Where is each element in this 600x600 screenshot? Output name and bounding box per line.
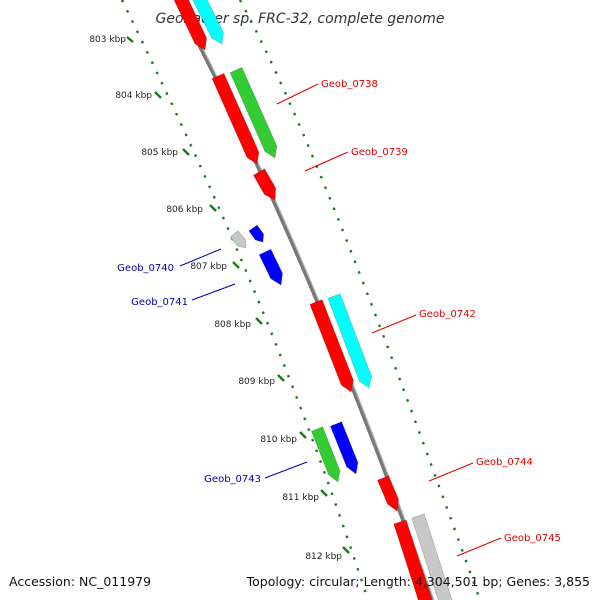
gene-label-geob-0742: Geob_0742 xyxy=(419,309,476,320)
tick-label: 808 kbp xyxy=(214,320,251,330)
callout-line xyxy=(371,314,417,334)
gene-label-geob-0739: Geob_0739 xyxy=(351,147,408,158)
tick-mark xyxy=(182,148,190,156)
kbp-ticks: 803 kbp 804 kbp 805 kbp 806 kbp 807 kbp … xyxy=(89,35,350,562)
gene-label-geob-0741: Geob_0741 xyxy=(131,297,188,308)
callout-line xyxy=(179,248,222,267)
gene-geob-0743-green xyxy=(311,426,341,483)
tick-label: 805 kbp xyxy=(141,148,178,158)
tick-label: 806 kbp xyxy=(166,205,203,215)
outer-dotted-ring xyxy=(238,0,482,600)
genome-summary-text: Topology: circular; Length: 4,304,501 bp… xyxy=(246,574,590,589)
gene-geob-0745-red xyxy=(393,519,433,600)
gene-geob-0739-red xyxy=(252,168,277,201)
callout-line xyxy=(304,151,349,172)
gene-geob-0738-green xyxy=(229,67,278,159)
gene-label-geob-0738: Geob_0738 xyxy=(321,79,378,90)
gene-geob-0740-gray xyxy=(229,230,247,249)
gene-geob-0738-red xyxy=(211,73,260,165)
tick-mark xyxy=(154,91,162,99)
callout-line xyxy=(456,537,502,557)
callout-line xyxy=(264,461,308,479)
gene-geob-0742-red xyxy=(309,299,354,393)
tick-mark xyxy=(320,489,328,497)
accession-text: Accession: NC_011979 xyxy=(9,574,151,589)
gene-geob-0740-blue xyxy=(248,224,264,243)
tick-mark xyxy=(126,36,134,43)
gene-callouts: Geob_0738 Geob_0739 Geob_0740 Geob_0741 … xyxy=(117,79,561,557)
tick-mark xyxy=(209,204,217,212)
gene-label-geob-0744: Geob_0744 xyxy=(476,457,533,468)
gene-geob-0743-blue xyxy=(330,421,359,475)
callout-line xyxy=(276,83,319,105)
tick-label: 804 kbp xyxy=(115,91,152,101)
tick-mark xyxy=(299,431,307,439)
gene-cyan-top xyxy=(192,0,224,45)
tick-mark xyxy=(255,317,263,325)
tick-mark xyxy=(277,374,285,382)
tick-label: 810 kbp xyxy=(260,435,297,445)
gene-features xyxy=(173,0,453,600)
gene-geob-0744-red xyxy=(377,475,399,512)
tick-label: 807 kbp xyxy=(190,262,227,272)
callout-line xyxy=(428,462,474,482)
gene-red-top xyxy=(173,0,207,51)
tick-label: 809 kbp xyxy=(238,377,275,387)
tick-label: 812 kbp xyxy=(305,552,342,562)
tick-mark xyxy=(232,261,240,269)
gene-label-geob-0745: Geob_0745 xyxy=(504,533,561,544)
gene-label-geob-0740: Geob_0740 xyxy=(117,263,174,274)
map-title: Geobacter sp. FRC-32, complete genome xyxy=(156,11,445,27)
gene-geob-0742-cyan xyxy=(327,293,372,389)
gene-geob-0741-blue xyxy=(258,248,283,286)
gene-label-geob-0743: Geob_0743 xyxy=(204,474,261,485)
tick-label: 811 kbp xyxy=(282,493,319,503)
tick-mark xyxy=(342,546,350,554)
callout-line xyxy=(191,283,236,301)
tick-label: 803 kbp xyxy=(89,35,126,45)
gene-geob-0745-gray xyxy=(411,513,453,600)
